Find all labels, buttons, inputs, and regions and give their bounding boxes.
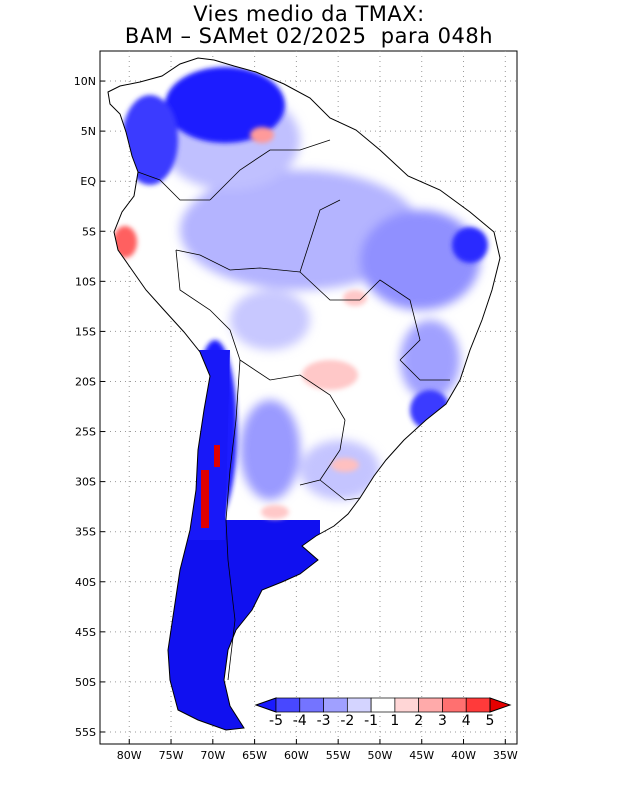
lon-label: 65W xyxy=(242,749,267,762)
lat-label: 10S xyxy=(75,275,96,288)
border-peru-bolivia xyxy=(175,249,241,361)
colorbar-label: -5 xyxy=(269,713,283,729)
colorbar-box xyxy=(418,697,443,713)
lat-label: 30S xyxy=(75,476,96,489)
lon-label: 55W xyxy=(326,749,351,762)
lat-label: 35S xyxy=(75,526,96,539)
warm-region-peru-coast xyxy=(113,226,137,258)
colorbar-box xyxy=(323,697,348,713)
latitude-labels: 10N 5N EQ 5S 10S 15S 20S 25S 30S 35S 40S 45S 50S 55S xyxy=(74,75,105,739)
lat-label: 5N xyxy=(81,125,96,138)
map-title-line-1: Vies medio da TMAX: xyxy=(193,2,425,26)
longitude-labels: 80W 75W 70W 65W 60W 55W 50W 45W 40W 35W xyxy=(117,739,518,762)
lat-label: 10N xyxy=(74,75,96,88)
colorbar-box xyxy=(299,697,324,713)
colorbar-label: -3 xyxy=(317,713,331,729)
colorbar-label: 5 xyxy=(486,713,495,729)
bias-region-chaco xyxy=(240,400,300,500)
lat-label: 45S xyxy=(75,626,96,639)
lat-label: 20S xyxy=(75,375,96,388)
colorbar-box xyxy=(346,697,372,713)
lat-label: 25S xyxy=(75,426,96,439)
lat-label: 5S xyxy=(82,225,96,238)
bias-region-central xyxy=(230,290,310,350)
lat-label: 15S xyxy=(75,325,96,338)
bias-region-venezuela xyxy=(165,67,285,143)
border-venezuela-brazil xyxy=(209,139,331,201)
lat-label: 40S xyxy=(75,576,96,589)
border-argentina-brazil xyxy=(299,419,346,486)
bias-region-ne-coast xyxy=(452,227,488,263)
warm-region-la-pampa xyxy=(261,505,289,519)
colorbar-box xyxy=(394,697,420,713)
bias-region-east xyxy=(400,320,460,400)
colorbar-label: 3 xyxy=(438,713,447,729)
bias-region-colombia xyxy=(122,95,178,185)
border-brazil-states-3 xyxy=(399,359,450,381)
map-title-line-2: BAM – SAMet 02/2025 para 048h xyxy=(124,24,494,48)
border-bolivia-paraguay xyxy=(239,359,346,421)
warm-region-rio-grande xyxy=(331,458,359,472)
colorbar: -5 -4 -3 -2 -1 1 2 3 4 5 xyxy=(254,697,512,729)
colorbar-box xyxy=(465,697,491,713)
colorbar-label: 4 xyxy=(462,713,471,729)
country-borders xyxy=(137,139,450,681)
bias-region-northeast xyxy=(360,210,480,310)
colorbar-box xyxy=(275,697,301,713)
lon-label: 80W xyxy=(117,749,142,762)
border-colombia-ecuador xyxy=(137,171,210,201)
lon-label: 40W xyxy=(451,749,476,762)
lon-label: 45W xyxy=(409,749,434,762)
lon-label: 35W xyxy=(493,749,518,762)
hot-region-andes-north xyxy=(214,445,220,467)
lat-label: 55S xyxy=(75,726,96,739)
hot-region-andes-south xyxy=(201,470,209,528)
lon-label: 75W xyxy=(159,749,184,762)
colorbar-box xyxy=(442,697,467,713)
border-uruguay xyxy=(319,479,361,501)
warm-region-paraguay xyxy=(302,360,358,390)
lat-label: 50S xyxy=(75,676,96,689)
warm-region-guyana xyxy=(250,127,274,143)
colorbar-label: -1 xyxy=(364,713,378,729)
colorbar-box xyxy=(370,697,396,713)
border-brazil-states-2 xyxy=(299,271,360,301)
lon-label: 50W xyxy=(368,749,393,762)
colorbar-label: -4 xyxy=(293,713,307,729)
colorbar-label: 1 xyxy=(390,713,399,729)
colorbar-arrow-high xyxy=(489,697,512,713)
colorbar-label: -2 xyxy=(340,713,354,729)
colorbar-label: 2 xyxy=(414,713,423,729)
border-brazil-states xyxy=(359,279,421,361)
border-brazil-west xyxy=(175,199,341,273)
lon-label: 60W xyxy=(284,749,309,762)
warm-region-mato-grosso xyxy=(343,290,367,306)
lon-label: 70W xyxy=(200,749,225,762)
lat-label: EQ xyxy=(80,175,96,188)
border-chile-argentina xyxy=(225,359,241,681)
